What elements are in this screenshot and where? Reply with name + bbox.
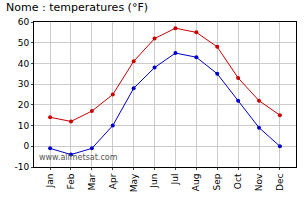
svg-text:www.allmetsat.com: www.allmetsat.com — [39, 153, 118, 162]
svg-text:Jun: Jun — [149, 174, 159, 189]
svg-text:Dec: Dec — [275, 174, 285, 191]
svg-text:60: 60 — [18, 17, 30, 27]
svg-text:Apr: Apr — [108, 173, 118, 189]
svg-text:30: 30 — [18, 79, 30, 89]
svg-text:-10: -10 — [14, 162, 29, 172]
svg-text:Nome : temperatures (°F): Nome : temperatures (°F) — [6, 1, 148, 14]
svg-text:Sep: Sep — [212, 173, 222, 190]
svg-text:Feb: Feb — [66, 173, 76, 189]
svg-text:May: May — [129, 173, 139, 192]
svg-text:50: 50 — [18, 38, 30, 48]
svg-text:Oct: Oct — [233, 173, 243, 189]
svg-text:Jul: Jul — [170, 174, 180, 186]
svg-text:Aug: Aug — [191, 174, 201, 192]
svg-text:0: 0 — [23, 141, 29, 151]
svg-text:Nov: Nov — [254, 173, 264, 191]
svg-text:40: 40 — [18, 59, 30, 69]
svg-text:10: 10 — [18, 121, 30, 131]
svg-text:20: 20 — [18, 100, 30, 110]
svg-text:Jan: Jan — [45, 174, 55, 189]
svg-text:Mar: Mar — [87, 173, 97, 190]
